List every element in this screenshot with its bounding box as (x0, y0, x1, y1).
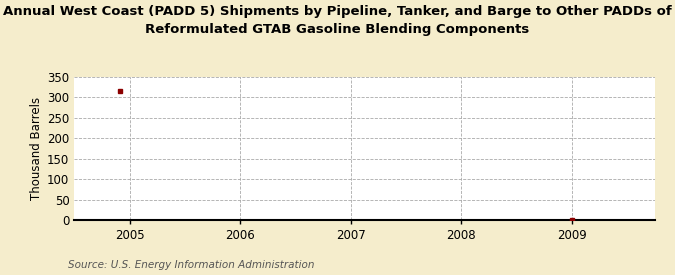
Text: Source: U.S. Energy Information Administration: Source: U.S. Energy Information Administ… (68, 260, 314, 270)
Text: Annual West Coast (PADD 5) Shipments by Pipeline, Tanker, and Barge to Other PAD: Annual West Coast (PADD 5) Shipments by … (3, 6, 672, 35)
Y-axis label: Thousand Barrels: Thousand Barrels (30, 97, 43, 200)
